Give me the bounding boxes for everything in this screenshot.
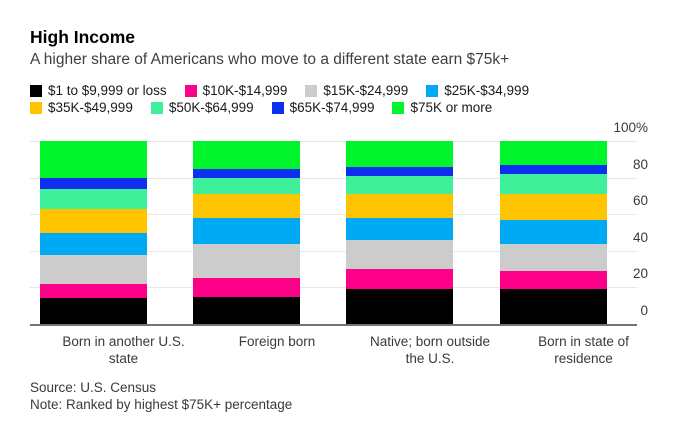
y-tick-label: 20 — [632, 266, 648, 282]
bar — [40, 141, 147, 324]
bar-segment — [40, 188, 147, 209]
chart-title: High Income — [30, 27, 136, 47]
legend-item: $25K-$34,999 — [426, 83, 529, 98]
legend-swatch — [305, 84, 318, 97]
bar-segment — [193, 296, 300, 324]
bar-segment — [40, 141, 147, 178]
bar-segment — [500, 194, 607, 220]
gridline — [30, 250, 637, 252]
bar-segment — [500, 243, 607, 271]
bar-segment — [193, 217, 300, 244]
bar-segment — [346, 217, 453, 240]
y-tick-label: 100% — [613, 120, 648, 135]
source-text: Source: U.S. Census — [30, 380, 157, 395]
legend-item: $35K-$49,999 — [30, 100, 133, 115]
legend-item-label: $75K or more — [410, 100, 493, 115]
bar-segment — [500, 164, 607, 174]
y-tick-label: 40 — [632, 229, 648, 245]
bar-segment — [193, 278, 300, 297]
legend-item-label: $50K-$64,999 — [168, 100, 254, 115]
bar-segment — [193, 194, 300, 218]
bar-segment — [193, 243, 300, 279]
bar-segment — [193, 168, 300, 178]
legend-item-label: $15K-$24,999 — [323, 83, 409, 98]
legend-swatch — [184, 84, 197, 97]
y-tick-label: 60 — [632, 193, 648, 209]
legend-swatch — [426, 84, 439, 97]
bar-segment — [193, 141, 300, 169]
gridline — [30, 141, 637, 142]
legend-swatch — [150, 101, 163, 114]
bar-segment — [500, 270, 607, 290]
x-category-label: Foreign born — [238, 334, 316, 349]
legend-row-2: $35K-$49,999 $50K-$64,999 $65K-$74,999 $75K… — [30, 100, 492, 115]
bar-segment — [346, 289, 453, 324]
y-tick-label: 80 — [632, 156, 648, 172]
legend-swatch — [30, 84, 42, 97]
plot-area — [30, 141, 637, 324]
x-category-label: Born in state of residence — [538, 334, 629, 366]
bar-segment — [500, 141, 607, 165]
legend-item: $75K or more — [392, 100, 492, 115]
bar-segment — [40, 298, 147, 324]
legend-item: $50K-$64,999 — [150, 100, 254, 115]
legend-item-label: $25K-$34,999 — [444, 83, 530, 98]
bar-segment — [40, 177, 147, 189]
chart-subtitle: A higher share of Americans who move to … — [30, 51, 510, 68]
bar-segment — [346, 166, 453, 176]
bar-segment — [346, 141, 453, 167]
bar-segment — [40, 254, 147, 284]
x-category-label: Native; born outside the U.S. — [369, 334, 491, 366]
bar-segment — [346, 269, 453, 290]
bar-segment — [346, 239, 453, 270]
legend-item: $1 to $9,999 or loss — [30, 83, 167, 98]
legend-item-label: $65K-$74,999 — [289, 100, 375, 115]
bar-segment — [346, 194, 453, 218]
note-text: Note: Ranked by highest $75K+ percentage — [30, 397, 293, 412]
x-axis-line — [30, 324, 637, 326]
legend-swatch — [271, 101, 284, 114]
bar — [500, 141, 607, 324]
legend-item: $10K-$14,999 — [184, 83, 288, 98]
bar-segment — [40, 208, 147, 233]
legend-item: $65K-$74,999 — [271, 100, 375, 115]
gridline — [30, 287, 637, 289]
bar-segment — [500, 289, 607, 324]
y-tick-label: 0 — [640, 303, 648, 318]
bar-segment — [193, 177, 300, 195]
legend-item: $15K-$24,999 — [305, 83, 408, 98]
legend-item-label: $1 to $9,999 or loss — [48, 83, 167, 98]
legend-swatch — [392, 101, 405, 114]
legend-swatch — [30, 101, 42, 114]
legend-item-label: $10K-$14,999 — [202, 83, 288, 98]
bar-segment — [500, 173, 607, 195]
bar — [346, 141, 453, 324]
x-category-label: Born in another U.S. state — [62, 334, 185, 366]
legend-item-label: $35K-$49,999 — [48, 100, 133, 115]
gridline — [30, 177, 637, 179]
bar-segment — [346, 175, 453, 195]
legend-row-1: $1 to $9,999 or loss $10K-$14,999 $15K-$24… — [30, 83, 529, 98]
bar — [193, 141, 300, 324]
gridline — [30, 214, 637, 216]
bar-segment — [500, 219, 607, 244]
bar-segment — [40, 232, 147, 255]
bar-segment — [40, 283, 147, 299]
